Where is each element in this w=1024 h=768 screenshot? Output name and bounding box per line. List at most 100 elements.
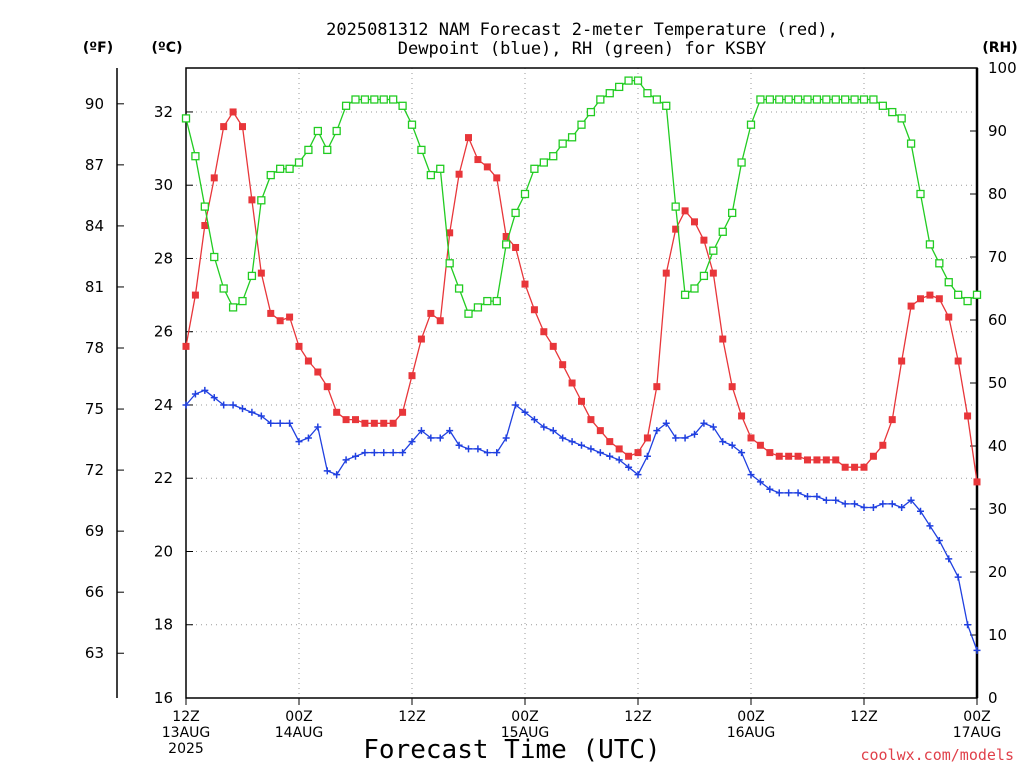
2-meter-temperature-point (738, 412, 746, 420)
2-meter-temperature-point (615, 445, 623, 453)
fahrenheit-axis: 63 66 69 72 75 78 81 84 87 90 (85, 95, 124, 662)
2-meter-temperature-point (549, 342, 557, 350)
rh-point (332, 126, 341, 136)
time-tick-line: 12Z (172, 709, 199, 725)
rh-point (803, 95, 812, 104)
rh-point (577, 120, 586, 129)
time-tick-label: 12Z 13AUG 2025 (162, 709, 211, 757)
dewpoint-point (210, 394, 218, 402)
rh-tick-label: 0 (988, 689, 998, 707)
rh-point (436, 164, 445, 173)
rh-tick-label: 80 (988, 185, 1007, 203)
rh-point (285, 164, 294, 173)
dewpoint-point (719, 438, 727, 446)
time-tick-line: 13AUG (162, 725, 211, 741)
rh-point (539, 158, 548, 167)
2-meter-temperature-point (728, 383, 736, 391)
rh-point (972, 290, 982, 299)
2-meter-temperature-point (822, 456, 830, 464)
2-meter-temperature-point (691, 218, 698, 226)
fahrenheit-tick-label: 84 (85, 217, 104, 235)
dewpoint-point (380, 449, 388, 457)
time-tick-label: 12Z (624, 709, 651, 725)
2-meter-temperature-point (851, 463, 859, 471)
2-meter-temperature-point (662, 269, 670, 277)
dewpoint-point (408, 438, 416, 446)
time-tick-line: 00Z (737, 709, 764, 725)
rh-point (370, 95, 379, 104)
time-tick-line: 17AUG (953, 725, 1002, 741)
rh-point (944, 278, 953, 287)
2-meter-temperature-point (841, 463, 849, 471)
rh-point (888, 107, 897, 117)
2-meter-temperature-point (436, 317, 444, 325)
rh-point (483, 296, 492, 306)
celsius-tick-label: 24 (154, 396, 173, 414)
dewpoint-point (879, 500, 887, 508)
time-tick-label: 12Z (398, 709, 425, 725)
2-meter-temperature-point (766, 449, 774, 457)
plot-frame (185, 67, 978, 699)
dewpoint-point (747, 471, 755, 479)
2-meter-temperature-point (926, 291, 934, 299)
dewpoint-point (304, 434, 312, 442)
rh-point (652, 95, 661, 104)
2-meter-temperature-point (446, 229, 454, 237)
credit-text: coolwx.com/models (860, 746, 1014, 764)
rh-point (822, 95, 831, 104)
2-meter-temperature-point (276, 317, 284, 325)
dewpoint-line (185, 389, 978, 651)
2-meter-temperature-point (634, 449, 642, 457)
dewpoint-point (860, 504, 868, 512)
rh-point (925, 240, 935, 249)
dewpoint-point (191, 390, 199, 398)
rh-point (181, 114, 191, 123)
dewpoint-point (709, 423, 717, 431)
dewpoint-point (314, 423, 322, 431)
dewpoint-point (540, 423, 548, 431)
dewpoint-point (549, 427, 557, 435)
dewpoint-point (766, 485, 774, 493)
dewpoint-point (370, 449, 378, 457)
rh-point (605, 89, 614, 98)
dewpoint-point (634, 471, 642, 479)
celsius-tick-label: 16 (154, 689, 173, 707)
2-meter-temperature-point (935, 295, 943, 303)
chart-title: 2025081312 NAM Forecast 2-meter Temperat… (326, 20, 838, 59)
2-meter-temperature-point (587, 416, 595, 424)
fahrenheit-tick-label: 69 (85, 522, 104, 540)
rh-point (398, 101, 407, 110)
time-tick-line: 12Z (624, 709, 651, 725)
celsius-axis: 16 18 20 22 24 26 28 30 32 (154, 103, 193, 707)
2-meter-temperature-point (182, 342, 190, 350)
2-meter-temperature-point (257, 269, 265, 277)
dewpoint-point (822, 496, 830, 504)
rh-point (624, 76, 633, 85)
2-meter-temperature-point (578, 397, 585, 405)
dewpoint-point (804, 493, 811, 501)
2-meter-temperature-point (370, 419, 378, 427)
rh-point (699, 271, 709, 281)
2-meter-temperature-point (832, 456, 840, 464)
dewpoint-point (935, 537, 943, 544)
dewpoint-point (568, 438, 576, 446)
2-meter-temperature-point (596, 427, 604, 435)
dewpoint-point (775, 489, 783, 497)
dewpoint-point (239, 405, 246, 413)
rh-point (737, 158, 746, 167)
2-meter-temperature-point (775, 452, 783, 460)
rh-point (341, 101, 351, 110)
rh-point (812, 95, 822, 104)
celsius-tick-label: 28 (154, 249, 173, 267)
rh-point (313, 126, 322, 136)
2-meter-temperature-point (465, 134, 472, 142)
rh-point (473, 303, 483, 312)
rh-point (210, 252, 219, 262)
rh-point (793, 95, 803, 104)
dewpoint-point (229, 401, 237, 409)
time-tick-line: 00Z (963, 709, 990, 725)
2-meter-temperature-point (888, 416, 896, 424)
dewpoint-point (530, 416, 538, 424)
dewpoint-point (945, 555, 953, 563)
dewpoint-point (512, 401, 520, 409)
